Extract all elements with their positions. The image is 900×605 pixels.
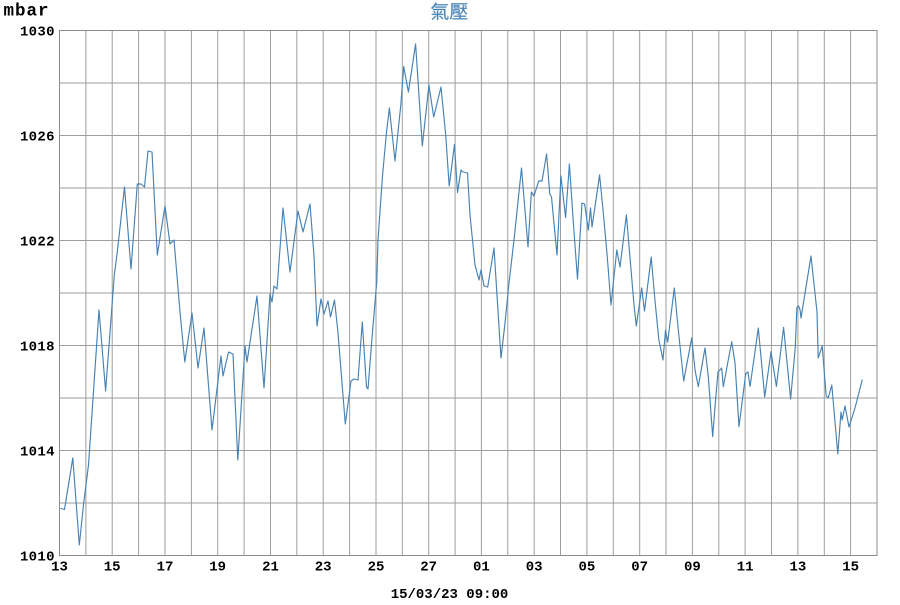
svg-text:07: 07 [631,560,648,576]
svg-text:15: 15 [842,560,859,576]
svg-text:1010: 1010 [20,550,55,566]
svg-text:09: 09 [684,560,701,576]
svg-text:03: 03 [526,560,543,576]
svg-text:23: 23 [315,560,332,576]
svg-text:13: 13 [789,560,806,576]
svg-text:01: 01 [473,560,490,576]
svg-text:1022: 1022 [20,235,55,251]
svg-text:21: 21 [262,560,279,576]
svg-text:mbar: mbar [4,2,50,22]
svg-text:05: 05 [578,560,595,576]
svg-text:25: 25 [368,560,385,576]
svg-text:27: 27 [420,560,437,576]
svg-text:1018: 1018 [20,340,55,356]
svg-text:15/03/23 09:00: 15/03/23 09:00 [391,587,509,600]
svg-text:1014: 1014 [20,445,55,461]
svg-text:15: 15 [104,560,121,576]
svg-text:11: 11 [737,560,754,576]
svg-text:17: 17 [157,560,174,576]
svg-text:1030: 1030 [20,25,55,41]
svg-text:13: 13 [51,560,68,576]
svg-text:1026: 1026 [20,130,55,146]
svg-text:19: 19 [209,560,226,576]
